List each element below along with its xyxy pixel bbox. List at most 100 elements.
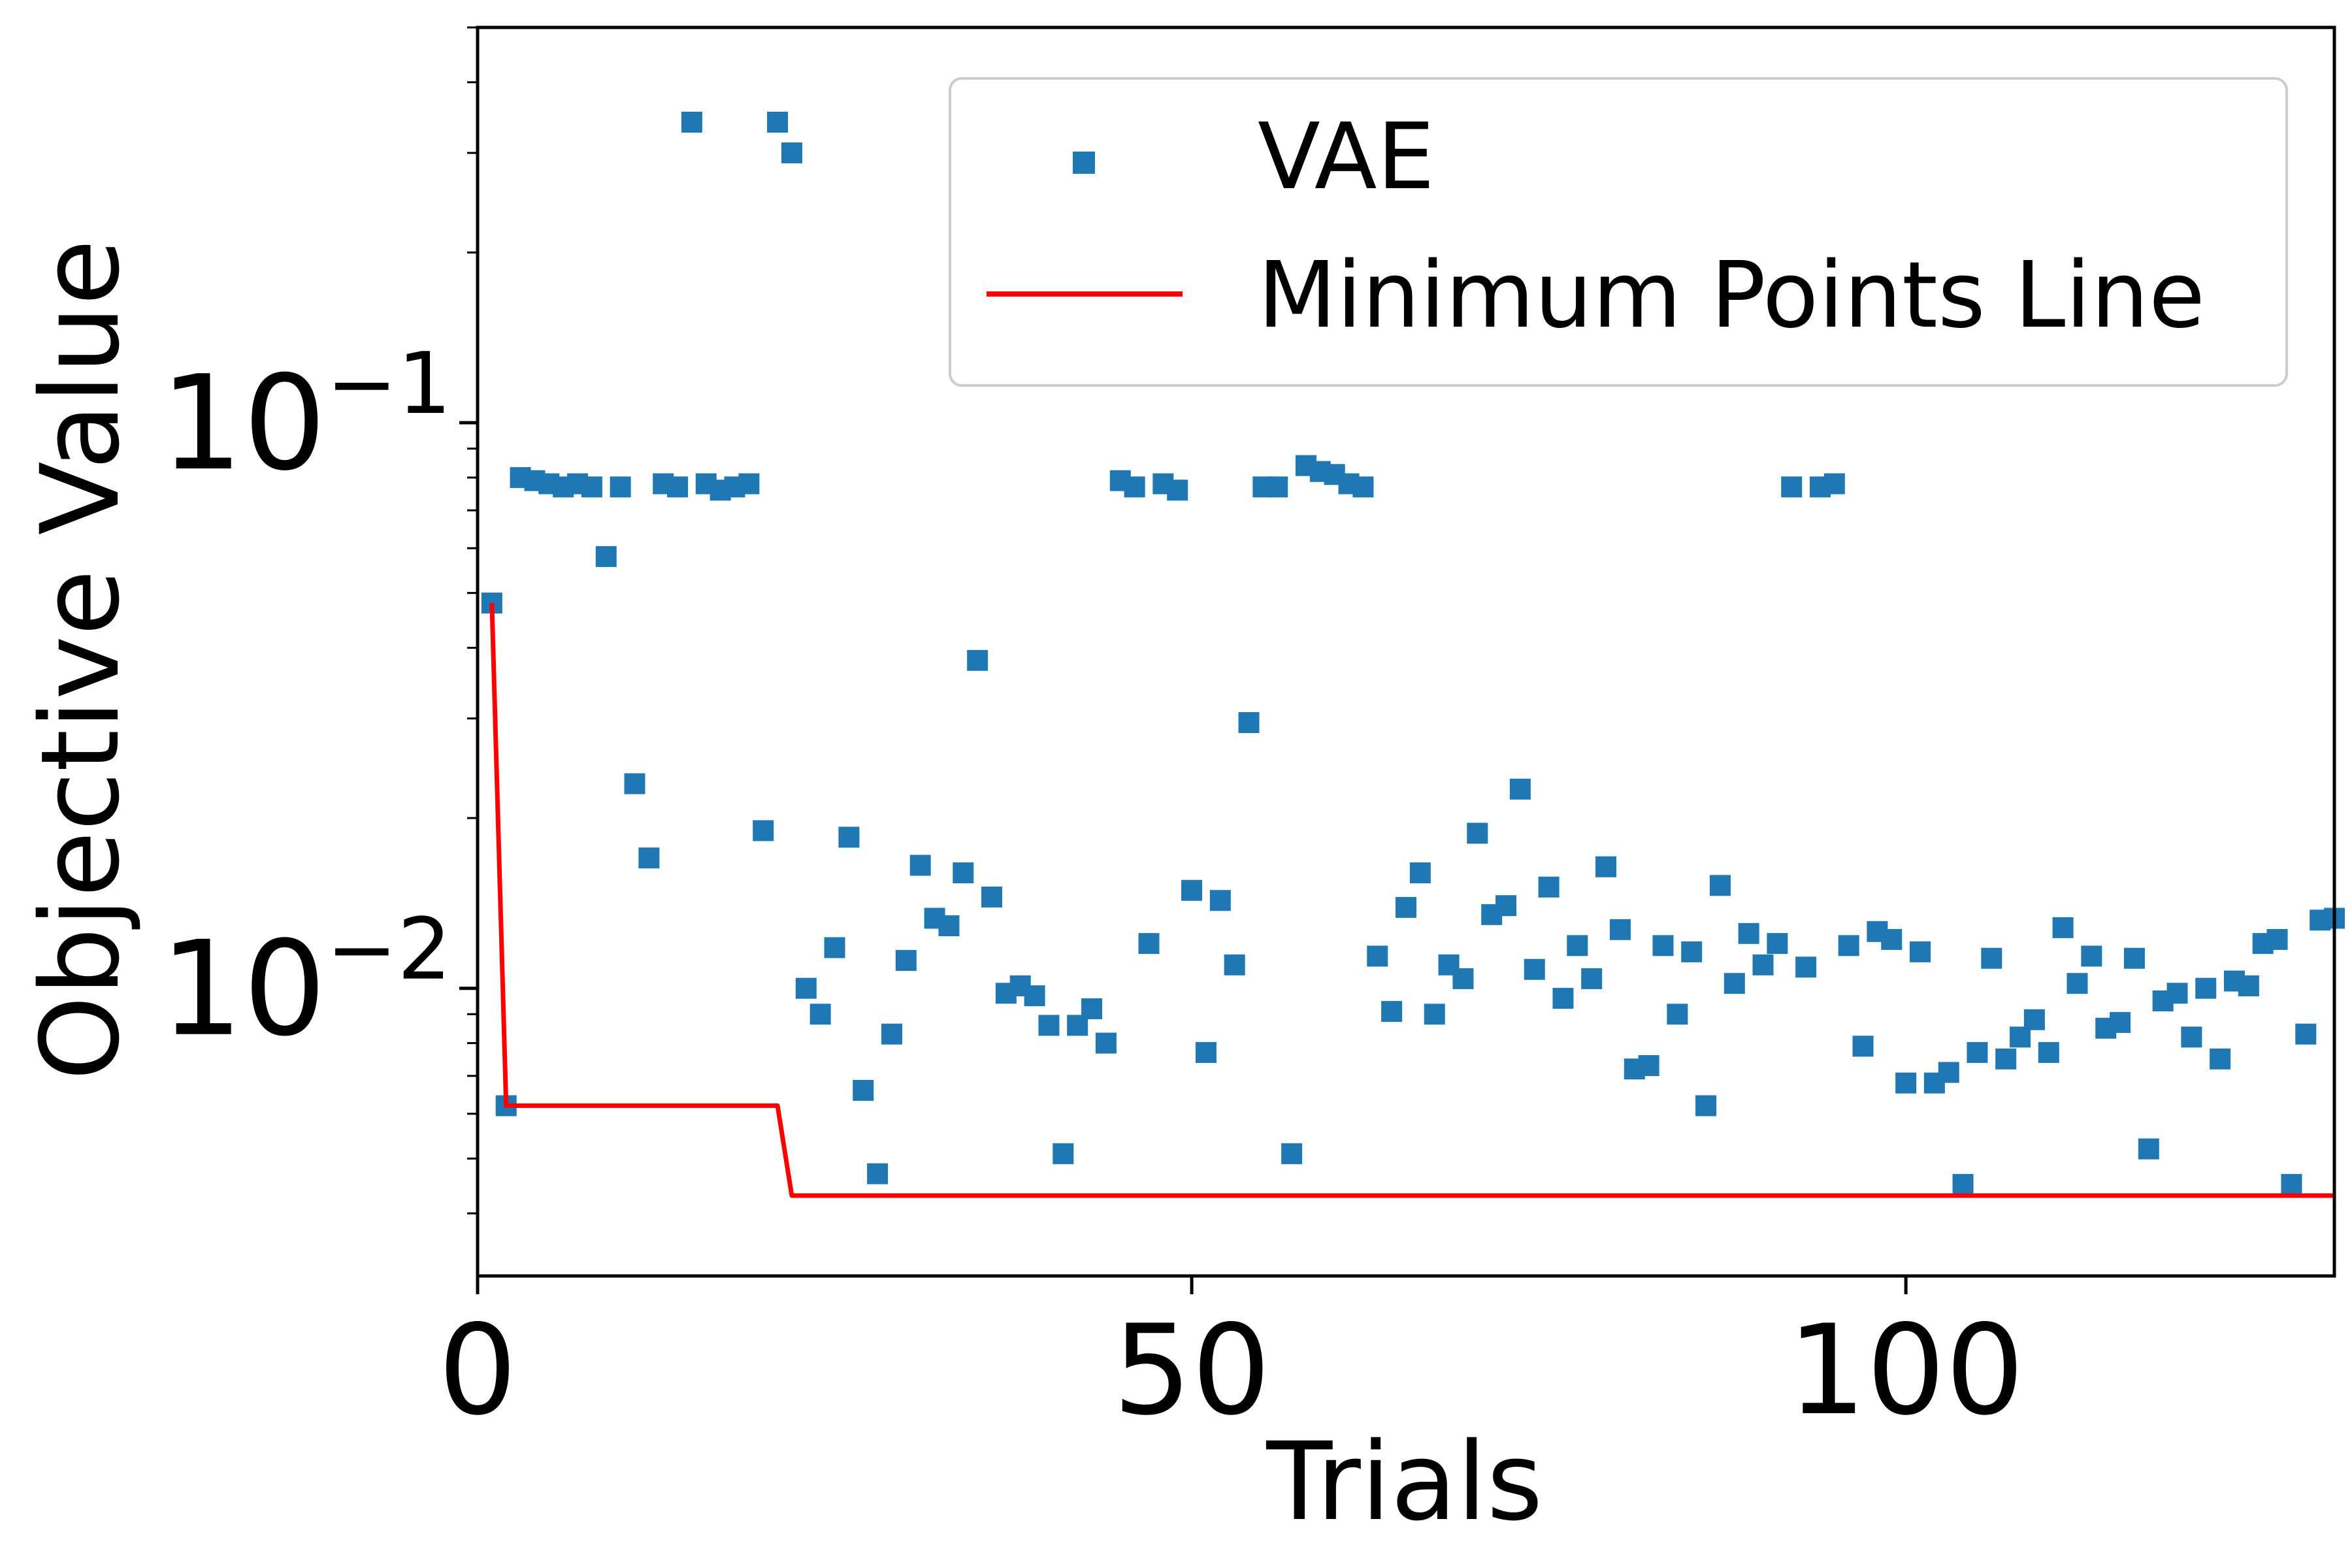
vae-point (638, 847, 660, 869)
vae-point (781, 142, 802, 164)
vae-point (2195, 977, 2217, 999)
vae-point (895, 950, 917, 972)
scatter-points (481, 111, 2345, 1195)
vae-point (1381, 1001, 1403, 1022)
vae-point (1024, 985, 1045, 1007)
vae-point (2038, 1041, 2059, 1063)
vae-point (1995, 1048, 2017, 1070)
y-tick-label: 10−1 (160, 334, 451, 500)
vae-point (2081, 945, 2102, 967)
vae-point (1609, 919, 1631, 940)
vae-point (1709, 875, 1731, 896)
legend-label-min: Minimum Points Line (1258, 242, 2205, 349)
vae-point (2181, 1026, 2202, 1048)
vae-point (2166, 983, 2188, 1004)
vae-point (1767, 933, 1788, 955)
vae-point (2066, 973, 2088, 994)
vae-point (867, 1163, 889, 1184)
vae-point (753, 820, 774, 841)
vae-point (1352, 476, 1374, 498)
vae-point (1509, 778, 1531, 800)
vae-point (1467, 823, 1488, 844)
vae-point (1938, 1062, 1959, 1083)
vae-point (881, 1023, 902, 1045)
axis-ticks: 0 50 100 10−2 10−1 (160, 26, 2025, 1443)
vae-point (1952, 1173, 1974, 1195)
vae-point (1367, 945, 1388, 967)
vae-point (2123, 947, 2145, 969)
vae-point (1823, 473, 1845, 495)
legend-label-vae: VAE (1258, 104, 1435, 210)
vae-point (2138, 1138, 2159, 1160)
vae-point (1667, 1004, 1688, 1025)
vae-point (1053, 1143, 1074, 1164)
vae-point (1781, 476, 1803, 498)
vae-point (2052, 917, 2074, 938)
vae-point (809, 1004, 831, 1025)
vae-point (1552, 988, 1574, 1009)
vae-point (1124, 476, 1145, 498)
vae-point (667, 476, 689, 498)
vae-point (1681, 941, 1703, 962)
legend-frame (949, 77, 2288, 387)
vae-point (2023, 1009, 2045, 1030)
vae-point (1723, 973, 1745, 994)
vae-point (1081, 998, 1103, 1020)
axes-frame (476, 25, 2336, 1278)
vae-point (2110, 1012, 2131, 1034)
vae-point (824, 937, 845, 958)
minimum-line-path (489, 602, 2334, 1198)
vae-point (681, 111, 702, 133)
vae-point (2210, 1048, 2231, 1070)
vae-point (1838, 935, 1859, 956)
axes (476, 25, 2336, 1278)
vae-point (1195, 1041, 1217, 1063)
vae-point (967, 649, 988, 671)
legend-marker-vae (1073, 152, 1095, 174)
vae-point (909, 855, 931, 876)
vae-point (738, 473, 760, 495)
x-tick-label: 50 (1113, 1298, 1271, 1443)
vae-point (1281, 1143, 1303, 1164)
vae-point (1424, 1004, 1445, 1025)
y-tick-label: 10−2 (160, 900, 451, 1066)
vae-point (1738, 923, 1759, 944)
vae-point (953, 862, 974, 884)
y-axis-label: Objective Value (18, 239, 143, 1081)
vae-point (1238, 712, 1260, 734)
vae-point (1224, 954, 1245, 975)
vae-point (1267, 476, 1288, 498)
vae-point (1581, 968, 1603, 989)
vae-point (595, 546, 617, 567)
vae-point (1138, 933, 1160, 955)
vae-point (1638, 1055, 1659, 1077)
vae-point (1652, 935, 1674, 956)
vae-point (1795, 956, 1817, 978)
vae-point (1881, 928, 1903, 950)
vae-point (1752, 954, 1774, 975)
vae-point (1452, 968, 1474, 989)
vae-point (1910, 941, 1931, 962)
vae-point (1495, 895, 1517, 917)
vae-point (795, 977, 817, 999)
vae-point (1524, 958, 1545, 980)
vae-point (1695, 1095, 1717, 1117)
vae-point (838, 826, 860, 848)
vae-point (1409, 862, 1431, 884)
vae-point (1538, 876, 1560, 898)
vae-point (1181, 879, 1203, 901)
vae-point (2295, 1023, 2317, 1045)
vae-point (938, 915, 960, 936)
vae-point (1967, 1041, 1988, 1063)
vae-point (767, 111, 789, 133)
vae-point (1567, 935, 1588, 956)
vae-point (981, 887, 1003, 908)
vae-point (1981, 947, 2002, 969)
vae-point (2238, 975, 2259, 996)
vae-point (610, 476, 631, 498)
x-axis-label: Trials (1266, 1419, 1543, 1544)
x-tick-label: 100 (1788, 1298, 2025, 1443)
vae-point (1895, 1072, 1917, 1094)
vae-point (1095, 1032, 1117, 1054)
